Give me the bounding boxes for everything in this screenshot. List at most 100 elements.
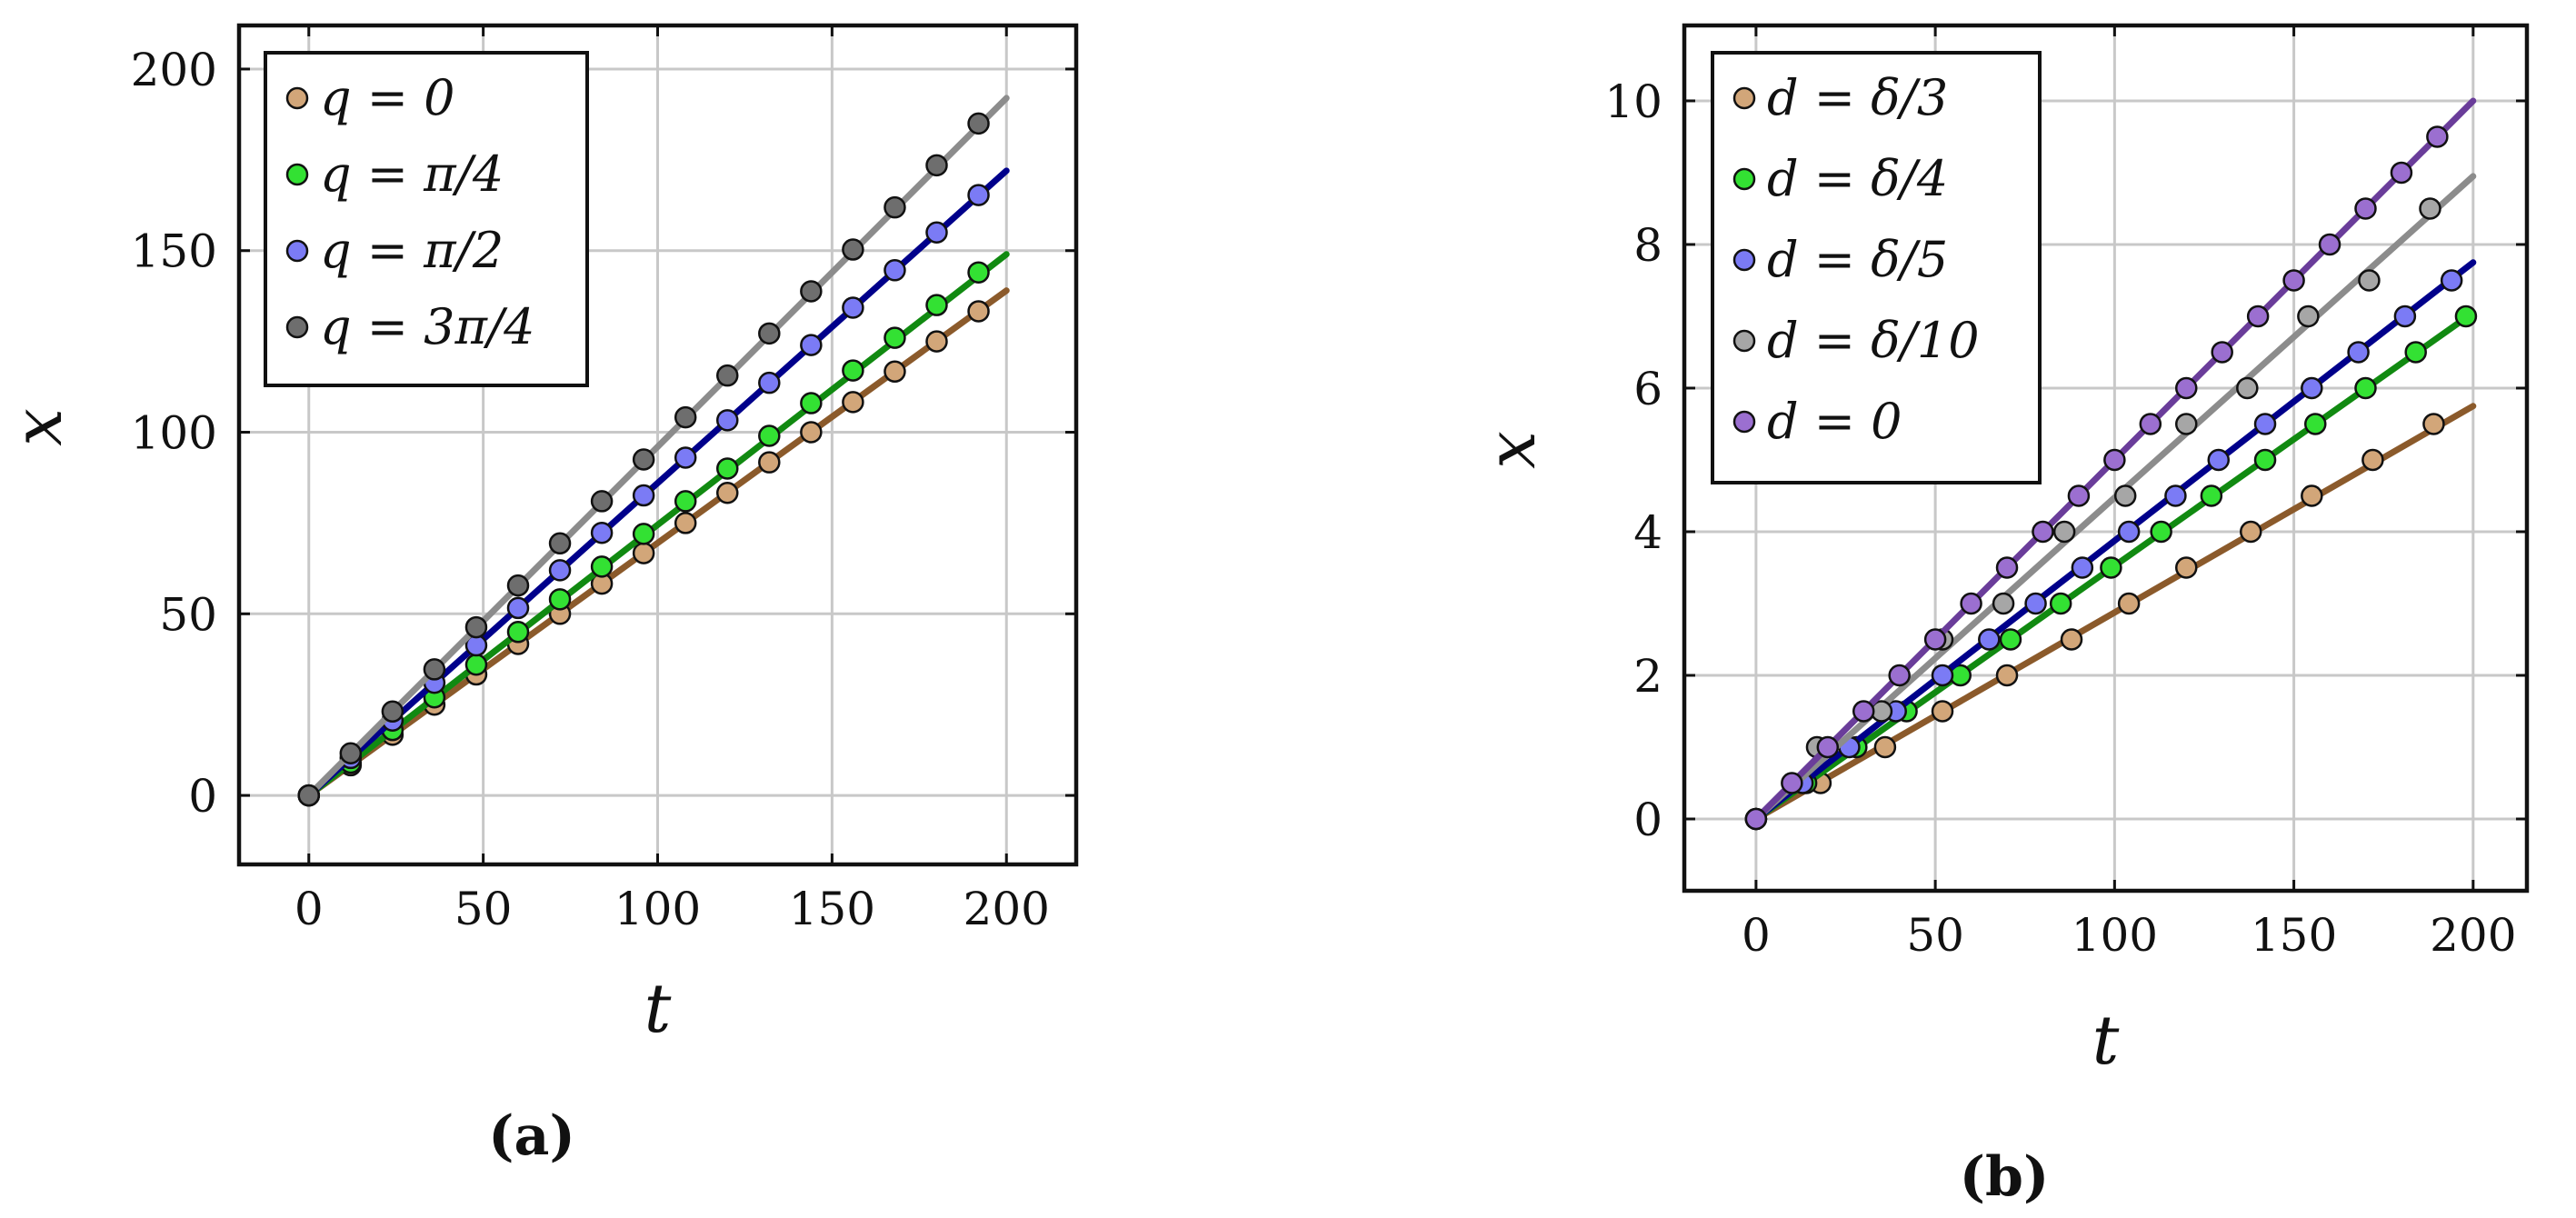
data-point [2354, 197, 2377, 220]
legend-marker [1732, 86, 1756, 110]
data-point [2253, 448, 2277, 472]
data-point [2347, 341, 2370, 364]
data-point [339, 742, 363, 764]
series-3 [1744, 173, 2477, 831]
y-tick-label: 150 [131, 225, 217, 278]
data-point [2282, 269, 2305, 292]
x-tick-label: 200 [2430, 909, 2516, 962]
data-point [1995, 556, 2019, 579]
data-point [2024, 592, 2047, 615]
legend: q = 0 q = π/4 q = π/2 q = 3π/4 [264, 51, 589, 387]
data-point [2175, 413, 2198, 435]
data-point [674, 490, 697, 513]
data-point [842, 359, 864, 382]
data-point [2390, 161, 2413, 185]
legend-marker [285, 239, 309, 263]
data-point [1744, 807, 1768, 831]
legend-label: d = δ/3 [1767, 69, 1948, 126]
data-point [2067, 484, 2091, 507]
data-point [758, 424, 781, 447]
x-tick-label: 100 [2072, 909, 2158, 962]
data-point [1816, 735, 1840, 759]
data-point [1999, 628, 2022, 651]
data-point [716, 364, 739, 387]
legend-marker [285, 86, 309, 110]
x-tick-label: 0 [1742, 909, 1771, 962]
data-point [2297, 304, 2320, 328]
data-point [2426, 125, 2449, 148]
data-point [632, 484, 655, 507]
y-tick-label: 2 [1633, 650, 1662, 703]
data-point [590, 490, 614, 513]
x-axis-label: t [644, 970, 672, 1048]
x-tick-label: 200 [964, 883, 1050, 935]
x-tick-label: 100 [614, 883, 701, 935]
data-point [842, 391, 864, 414]
data-point [800, 392, 823, 414]
legend-label: q = π/2 [320, 222, 504, 279]
data-point [423, 658, 446, 681]
y-tick-label: 100 [131, 407, 217, 460]
data-point [716, 409, 739, 432]
data-point [925, 330, 948, 353]
data-point [1995, 664, 2019, 687]
data-point [1960, 592, 1982, 615]
data-point [716, 481, 739, 504]
legend-box [264, 51, 589, 387]
data-point [2304, 413, 2327, 435]
data-point [758, 451, 781, 474]
data-point [2175, 376, 2198, 400]
y-tick-label: 6 [1633, 363, 1662, 415]
x-tick-label: 150 [2251, 909, 2337, 962]
data-point [464, 615, 488, 639]
legend-label: d = 0 [1767, 393, 1902, 450]
data-point [2200, 484, 2223, 507]
data-point [2454, 304, 2478, 328]
data-point [967, 261, 990, 284]
data-point [2164, 484, 2187, 507]
data-point [2060, 628, 2083, 651]
data-point [2358, 269, 2381, 292]
data-point [884, 195, 906, 219]
legend-label: d = δ/4 [1767, 150, 1948, 207]
data-point [2246, 304, 2270, 328]
plot-area [297, 95, 1010, 807]
data-point [2318, 233, 2341, 256]
data-point [842, 296, 864, 319]
data-point [632, 448, 655, 471]
x-tick-label: 150 [789, 883, 875, 935]
data-point [884, 326, 906, 349]
data-point [2361, 448, 2384, 472]
data-point [590, 521, 614, 544]
data-point [884, 360, 906, 384]
data-point [1931, 700, 1954, 723]
y-tick-label: 0 [188, 770, 217, 823]
subfigure-caption: (a) [488, 1104, 575, 1168]
data-point [506, 621, 530, 644]
data-point [632, 542, 655, 564]
y-axis-label: x [0, 408, 77, 446]
data-point [674, 512, 697, 534]
data-point [381, 700, 404, 724]
data-point [2139, 413, 2162, 435]
subfigure-caption: (b) [1960, 1145, 2050, 1209]
data-point [2301, 484, 2323, 507]
data-point [2150, 520, 2172, 544]
data-point [842, 238, 864, 261]
legend-box [1711, 51, 2042, 484]
x-axis-label: t [2092, 1002, 2120, 1080]
y-tick-label: 0 [1633, 794, 1662, 846]
data-point [758, 371, 781, 394]
data-point [2071, 556, 2094, 579]
axes-frame [1682, 23, 2530, 894]
legend-marker [285, 315, 309, 339]
data-point [2032, 520, 2054, 544]
data-point [2103, 448, 2126, 472]
data-point [2117, 592, 2141, 615]
data-point [590, 555, 614, 578]
data-point [2422, 413, 2445, 435]
data-point [884, 259, 906, 282]
data-point [925, 294, 948, 316]
